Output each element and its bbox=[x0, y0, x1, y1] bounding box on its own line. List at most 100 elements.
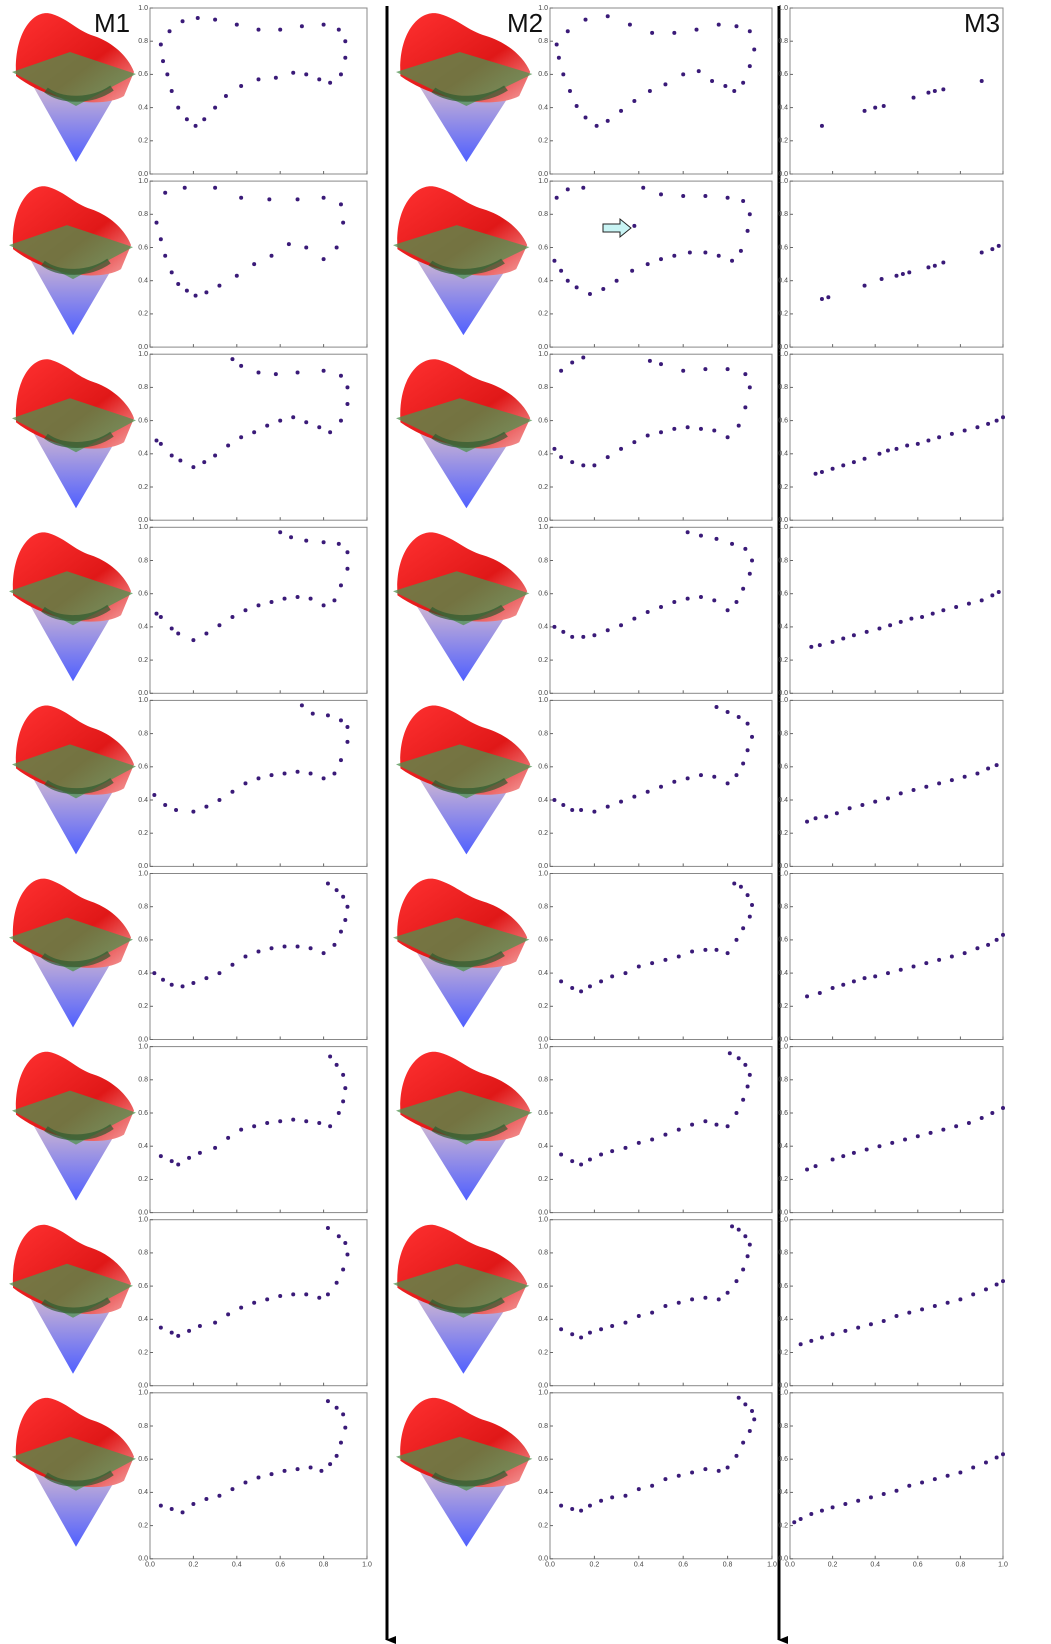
y-tick-label: 0.6 bbox=[138, 1456, 148, 1463]
point bbox=[663, 1133, 667, 1137]
point bbox=[278, 28, 282, 32]
point bbox=[726, 1466, 730, 1470]
y-tick-label: 0.8 bbox=[138, 1423, 148, 1430]
point bbox=[304, 420, 308, 424]
page: 0.0 0.2 0.4 0.6 0.8 1.0 0.0 0.2 0.4 0.6 0.8 1.0 0.0 0… bbox=[0, 0, 1051, 1644]
point bbox=[265, 1121, 269, 1125]
y-tick-label: 0.4 bbox=[778, 451, 788, 458]
y-tick-label: 0.2 bbox=[778, 1349, 788, 1356]
point bbox=[950, 955, 954, 959]
point bbox=[601, 287, 605, 291]
point bbox=[309, 946, 313, 950]
point bbox=[332, 598, 336, 602]
point bbox=[191, 981, 195, 985]
point bbox=[296, 770, 300, 774]
point bbox=[213, 106, 217, 110]
point bbox=[690, 950, 694, 954]
point bbox=[599, 1327, 603, 1331]
point bbox=[257, 603, 261, 607]
point bbox=[257, 370, 261, 374]
y-tick-label: 0.8 bbox=[778, 557, 788, 564]
point bbox=[809, 1512, 813, 1516]
point bbox=[557, 56, 561, 60]
y-tick-label: 0.8 bbox=[538, 1077, 548, 1084]
point bbox=[296, 945, 300, 949]
point bbox=[967, 602, 971, 606]
plots: 0.0 0.2 0.4 0.6 0.8 1.0 0.0 0.2 0.4 0.6 0.8 1.0 0.0 0… bbox=[138, 5, 1008, 1569]
point bbox=[860, 803, 864, 807]
point bbox=[213, 1146, 217, 1150]
point bbox=[159, 43, 163, 47]
point bbox=[650, 1311, 654, 1315]
point bbox=[663, 1304, 667, 1308]
point bbox=[916, 442, 920, 446]
surface-plot bbox=[12, 1052, 136, 1201]
point bbox=[552, 447, 556, 451]
point bbox=[191, 638, 195, 642]
y-tick-label: 0.2 bbox=[138, 1176, 148, 1183]
point bbox=[570, 1507, 574, 1511]
point bbox=[886, 796, 890, 800]
point bbox=[909, 617, 913, 621]
point bbox=[741, 926, 745, 930]
y-tick-label: 0.4 bbox=[138, 1316, 148, 1323]
point bbox=[235, 274, 239, 278]
y-tick-label: 0.0 bbox=[778, 1209, 788, 1216]
point bbox=[163, 254, 167, 258]
y-tick-label: 0.8 bbox=[138, 557, 148, 564]
point bbox=[559, 1327, 563, 1331]
point bbox=[230, 357, 234, 361]
point bbox=[843, 1502, 847, 1506]
point bbox=[737, 1056, 741, 1060]
y-tick-label: 0.4 bbox=[138, 278, 148, 285]
point bbox=[937, 435, 941, 439]
point bbox=[326, 713, 330, 717]
point bbox=[588, 1504, 592, 1508]
point bbox=[1001, 1279, 1005, 1283]
point bbox=[606, 628, 610, 632]
y-tick-label: 0.4 bbox=[538, 278, 548, 285]
y-tick-label: 1.0 bbox=[138, 524, 148, 531]
surface-plot bbox=[396, 1398, 532, 1547]
y-tick-label: 0.8 bbox=[778, 38, 788, 45]
point bbox=[737, 1396, 741, 1400]
point bbox=[699, 534, 703, 538]
x-tick-label: 0.0 bbox=[545, 1562, 555, 1569]
y-tick-label: 0.6 bbox=[538, 244, 548, 251]
y-tick-label: 0.8 bbox=[778, 1423, 788, 1430]
plot-frame bbox=[790, 1393, 1003, 1559]
y-tick-label: 1.0 bbox=[138, 1390, 148, 1397]
point bbox=[239, 1128, 243, 1132]
point bbox=[579, 1162, 583, 1166]
y-tick-label: 0.4 bbox=[138, 1143, 148, 1150]
point bbox=[877, 627, 881, 631]
point bbox=[170, 1159, 174, 1163]
point bbox=[686, 776, 690, 780]
point bbox=[734, 773, 738, 777]
point bbox=[239, 435, 243, 439]
point bbox=[710, 79, 714, 83]
point bbox=[954, 605, 958, 609]
point bbox=[561, 72, 565, 76]
plot-frame bbox=[790, 354, 1003, 520]
point bbox=[159, 615, 163, 619]
point bbox=[737, 715, 741, 719]
point bbox=[886, 448, 890, 452]
point bbox=[568, 89, 572, 93]
point bbox=[863, 284, 867, 288]
y-tick-label: 0.6 bbox=[538, 1283, 548, 1290]
point bbox=[737, 424, 741, 428]
y-tick-label: 0.6 bbox=[778, 1283, 788, 1290]
point bbox=[278, 419, 282, 423]
plot-frame bbox=[150, 354, 367, 520]
point bbox=[570, 635, 574, 639]
y-tick-label: 0.0 bbox=[778, 171, 788, 178]
point bbox=[570, 808, 574, 812]
point bbox=[835, 811, 839, 815]
point bbox=[252, 430, 256, 434]
point bbox=[217, 971, 221, 975]
y-tick-label: 1.0 bbox=[778, 697, 788, 704]
point bbox=[723, 84, 727, 88]
y-tick-label: 0.6 bbox=[138, 1110, 148, 1117]
point bbox=[235, 23, 239, 27]
